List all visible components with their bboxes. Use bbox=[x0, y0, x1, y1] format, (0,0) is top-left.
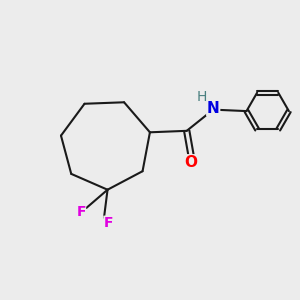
Text: F: F bbox=[76, 205, 86, 218]
Text: H: H bbox=[197, 90, 207, 104]
Text: F: F bbox=[104, 216, 113, 230]
Text: N: N bbox=[207, 101, 220, 116]
Text: O: O bbox=[184, 155, 198, 170]
